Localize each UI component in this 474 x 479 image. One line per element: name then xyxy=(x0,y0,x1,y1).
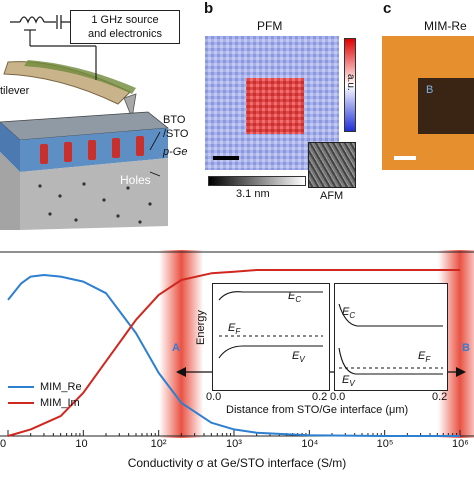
inset-left-ef: EF xyxy=(228,322,240,336)
inset-xlabel: Distance from STO/Ge interface (μm) xyxy=(226,404,408,416)
inset-right-tick-0: 0.0 xyxy=(330,391,345,403)
inductor-symbol xyxy=(20,17,44,22)
arrow-b-label: B xyxy=(462,342,470,354)
source-box-line1: 1 GHz source xyxy=(77,13,173,27)
source-box-line2: and electronics xyxy=(77,27,173,41)
height-label: 3.1 nm xyxy=(236,188,270,200)
inset-left-ec-curve xyxy=(219,292,323,300)
source-electronics-box: 1 GHz source and electronics xyxy=(70,10,180,44)
sto-label: /STO xyxy=(163,128,188,140)
inset-right-ef: EF xyxy=(418,350,430,364)
colorbar-unit: a.u. xyxy=(345,74,356,91)
legend-label-im: MIM_Im xyxy=(40,397,80,409)
chart-legend: MIM_Re MIM_Im xyxy=(8,379,82,411)
legend-label-re: MIM_Re xyxy=(40,381,82,393)
arrow-a-label: A xyxy=(172,342,180,354)
x-tick-label-4: 10⁴ xyxy=(301,438,318,450)
inset-left xyxy=(212,283,330,391)
x-tick-label-2: 10² xyxy=(151,438,167,450)
inset-left-ev: EV xyxy=(292,350,305,364)
x-tick-labels: 0 10 10² 10³ 10⁴ 10⁵ 10⁶ xyxy=(0,438,474,452)
inset-right-ev: EV xyxy=(342,374,355,388)
panel-b-letter: b xyxy=(204,0,213,17)
inset-left-ev-curve xyxy=(219,346,323,358)
height-colorbar xyxy=(208,176,306,186)
x-tick-label-6: 10⁶ xyxy=(452,438,469,450)
inset-left-tick-1: 0.2 xyxy=(312,391,327,403)
x-tick-label-3: 10³ xyxy=(226,438,242,450)
poled-region xyxy=(246,78,304,134)
bto-label: BTO xyxy=(163,114,185,126)
legend-item-im: MIM_Im xyxy=(8,395,82,411)
legend-swatch-re xyxy=(8,386,34,388)
mim-re-image: B xyxy=(382,36,474,170)
inset-left-svg xyxy=(213,284,329,390)
x-axis-label: Conductivity σ at Ge/STO interface (S/m) xyxy=(0,456,474,470)
scale-bar-c xyxy=(394,156,416,160)
holes-label: Holes xyxy=(120,173,151,187)
mim-inset-letter: B xyxy=(426,84,433,96)
panel-b-title: PFM xyxy=(257,19,282,33)
panel-c-title: MIM-Re xyxy=(424,19,467,33)
x-tick-label-5: 10⁵ xyxy=(377,438,394,450)
inset-left-ylabel: Energy xyxy=(195,310,207,345)
afm-label: AFM xyxy=(320,190,343,202)
inset-right-tick-1: 0.2 xyxy=(432,391,447,403)
inset-left-tick-0: 0.0 xyxy=(206,391,221,403)
x-tick-label-0: 0 xyxy=(0,438,6,450)
legend-item-re: MIM_Re xyxy=(8,379,82,395)
pge-label: p-Ge xyxy=(163,146,187,158)
afm-inset xyxy=(308,142,356,188)
inset-right-ec: EC xyxy=(342,306,355,320)
scale-bar-b xyxy=(213,156,239,160)
panel-c-letter: c xyxy=(383,0,391,17)
panel-a: 1 GHz source and electronics tilever BTO… xyxy=(0,0,200,230)
inset-left-ec: EC xyxy=(288,290,301,304)
x-tick-label-1: 10 xyxy=(75,438,87,450)
cantilever-label: tilever xyxy=(0,85,29,97)
legend-swatch-im xyxy=(8,402,34,404)
